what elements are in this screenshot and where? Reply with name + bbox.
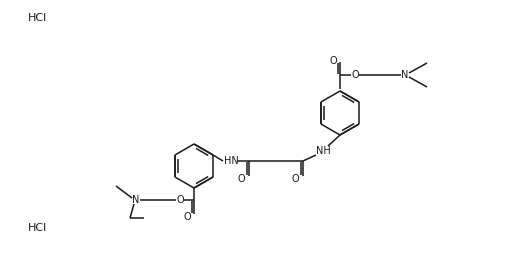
Text: N: N xyxy=(401,70,408,80)
Text: O: O xyxy=(176,195,184,205)
Text: HN: HN xyxy=(224,156,238,166)
Text: HCl: HCl xyxy=(28,223,47,233)
Text: O: O xyxy=(291,174,299,184)
Text: HCl: HCl xyxy=(28,13,47,23)
Text: O: O xyxy=(329,56,337,66)
Text: NH: NH xyxy=(315,146,330,156)
Text: O: O xyxy=(183,212,191,222)
Text: N: N xyxy=(132,195,140,205)
Text: O: O xyxy=(351,70,359,80)
Text: O: O xyxy=(237,174,245,184)
